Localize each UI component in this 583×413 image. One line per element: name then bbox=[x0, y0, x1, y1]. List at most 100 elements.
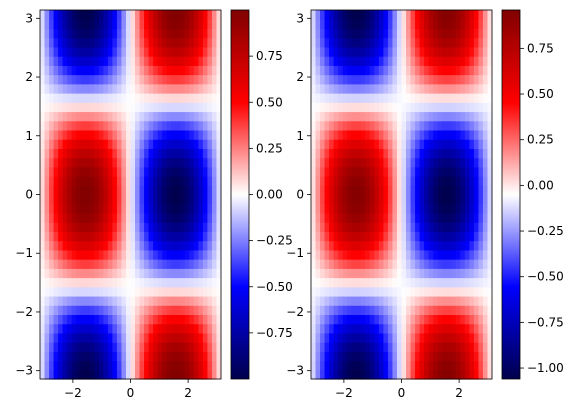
heatmap-cell bbox=[324, 111, 330, 122]
heatmap-cell bbox=[62, 46, 68, 57]
heatmap-cell bbox=[130, 277, 136, 288]
heatmap-cell bbox=[378, 286, 385, 297]
heatmap-cell bbox=[424, 139, 430, 149]
heatmap-cell bbox=[53, 342, 59, 352]
heatmap-cell bbox=[437, 83, 443, 94]
heatmap-cell bbox=[184, 295, 190, 306]
heatmap-cell bbox=[473, 286, 480, 297]
heatmap-cell bbox=[387, 259, 394, 269]
heatmap-cell bbox=[369, 222, 375, 232]
heatmap-cell bbox=[374, 249, 380, 260]
heatmap-cell bbox=[40, 10, 46, 20]
heatmap-cell bbox=[184, 37, 190, 48]
heatmap-cell bbox=[107, 120, 114, 131]
heatmap-cell bbox=[121, 10, 127, 20]
heatmap-cell bbox=[121, 194, 127, 205]
heatmap-cell bbox=[424, 369, 430, 380]
heatmap-cell bbox=[107, 259, 114, 269]
heatmap-cell bbox=[442, 240, 448, 251]
heatmap-cell bbox=[148, 305, 154, 316]
heatmap-cell bbox=[369, 102, 375, 113]
heatmap-cell bbox=[216, 10, 222, 20]
heatmap-cell bbox=[49, 222, 55, 232]
heatmap-cell bbox=[446, 93, 452, 103]
heatmap-cell bbox=[442, 148, 448, 159]
heatmap-cell bbox=[347, 295, 353, 306]
heatmap-cell bbox=[415, 176, 421, 186]
heatmap-cell bbox=[184, 56, 190, 66]
heatmap-cell bbox=[365, 93, 371, 103]
heatmap-cell bbox=[216, 56, 222, 66]
heatmap-cell bbox=[67, 212, 73, 223]
heatmap-cell bbox=[329, 28, 335, 39]
heatmap-cell bbox=[80, 74, 86, 85]
heatmap-cell bbox=[324, 46, 330, 57]
heatmap-cell bbox=[473, 259, 480, 269]
heatmap-cell bbox=[89, 360, 95, 371]
heatmap-cell bbox=[58, 286, 64, 297]
heatmap-cell bbox=[189, 203, 195, 214]
heatmap-cell bbox=[193, 259, 199, 269]
heatmap-cell bbox=[387, 323, 394, 334]
heatmap-cell bbox=[98, 176, 104, 186]
heatmap-cell bbox=[360, 268, 366, 279]
heatmap-cell bbox=[44, 28, 50, 39]
heatmap-cell bbox=[139, 28, 145, 39]
heatmap-cell bbox=[378, 222, 385, 232]
heatmap-cell bbox=[451, 351, 457, 362]
heatmap-cell bbox=[80, 305, 86, 316]
heatmap-cell bbox=[315, 185, 321, 196]
heatmap-cell bbox=[107, 332, 114, 343]
heatmap-cell bbox=[103, 360, 109, 371]
heatmap-cell bbox=[482, 203, 489, 214]
heatmap-cell bbox=[311, 369, 317, 380]
heatmap-cell bbox=[383, 286, 389, 297]
heatmap-cell bbox=[49, 240, 55, 251]
heatmap-cell bbox=[71, 19, 77, 30]
heatmap-cell bbox=[58, 332, 64, 343]
heatmap-cell bbox=[392, 323, 398, 334]
heatmap-cell bbox=[437, 102, 443, 113]
heatmap-cell bbox=[311, 351, 317, 362]
heatmap-cell bbox=[144, 259, 150, 269]
heatmap-cell bbox=[387, 19, 394, 30]
heatmap-cell bbox=[216, 268, 222, 279]
heatmap-cell bbox=[464, 166, 470, 177]
heatmap-cell bbox=[478, 259, 484, 269]
heatmap-cell bbox=[40, 295, 46, 306]
heatmap-cell bbox=[383, 222, 389, 232]
heatmap-cell bbox=[455, 240, 461, 251]
heatmap-cell bbox=[107, 102, 114, 113]
heatmap-cell bbox=[121, 360, 127, 371]
heatmap-cell bbox=[460, 28, 466, 39]
heatmap-cell bbox=[148, 342, 154, 352]
heatmap-cell bbox=[315, 56, 321, 66]
heatmap-cell bbox=[89, 342, 95, 352]
heatmap-cell bbox=[189, 231, 195, 242]
heatmap-cell bbox=[144, 83, 150, 94]
heatmap-cell bbox=[442, 56, 448, 66]
heatmap-cell bbox=[53, 148, 59, 159]
heatmap-cell bbox=[198, 37, 204, 48]
y-tick-label: 0 bbox=[25, 188, 33, 202]
heatmap-cell bbox=[365, 332, 371, 343]
heatmap-cell bbox=[135, 93, 141, 103]
heatmap-cell bbox=[121, 314, 127, 325]
heatmap-cell bbox=[442, 351, 448, 362]
heatmap-cell bbox=[424, 360, 430, 371]
heatmap-cell bbox=[139, 351, 145, 362]
heatmap-cell bbox=[130, 268, 136, 279]
heatmap-cell bbox=[40, 157, 46, 168]
heatmap-cell bbox=[71, 332, 77, 343]
heatmap-cell bbox=[365, 277, 371, 288]
heatmap-cell bbox=[374, 342, 380, 352]
heatmap-cell bbox=[148, 194, 154, 205]
heatmap-cell bbox=[460, 129, 466, 140]
heatmap-cell bbox=[58, 74, 64, 85]
heatmap-cell bbox=[125, 46, 132, 57]
heatmap-cell bbox=[211, 305, 218, 316]
heatmap-cell bbox=[148, 129, 154, 140]
heatmap-cell bbox=[329, 360, 335, 371]
heatmap-cell bbox=[121, 222, 127, 232]
heatmap-cell bbox=[139, 222, 145, 232]
